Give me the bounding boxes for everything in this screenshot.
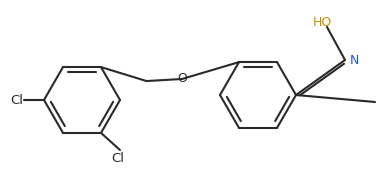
Text: HO: HO <box>313 15 332 29</box>
Text: N: N <box>350 53 359 67</box>
Text: O: O <box>177 73 187 85</box>
Text: Cl: Cl <box>112 152 125 165</box>
Text: Cl: Cl <box>10 94 23 106</box>
